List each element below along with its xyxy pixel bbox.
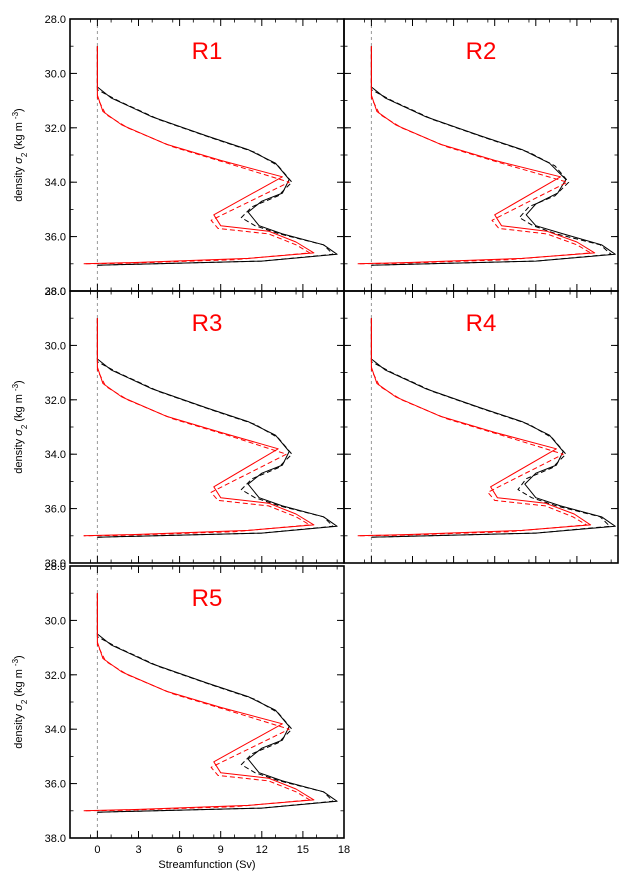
- x-tick-label: 3: [135, 844, 141, 856]
- panel-title: R2: [466, 38, 497, 65]
- y-axis-label: density σ2 (kg m -3): [11, 655, 29, 748]
- panel-r5: 28.0 30.0 32.0 34.0 36.0 38.0 0 3 6 9 12 15 18 R5 dens…: [11, 561, 351, 856]
- y-tick-label: 30.0: [45, 340, 66, 352]
- series-line-red-dashed: [83, 593, 311, 812]
- series-line-black-dashed: [370, 46, 612, 266]
- y-tick-label: 32.0: [45, 670, 66, 682]
- panel-title: R5: [192, 585, 223, 612]
- y-tick-label: 28.0: [45, 286, 66, 298]
- y-tick-label: 38.0: [45, 833, 66, 845]
- panel-title: R1: [192, 38, 223, 65]
- series-line-black-solid: [370, 46, 616, 266]
- y-tick-label: 36.0: [45, 232, 66, 244]
- y-tick-label: 32.0: [45, 123, 66, 135]
- y-tick-label: 34.0: [45, 449, 66, 461]
- y-tick-label: 30.0: [45, 68, 66, 80]
- x-tick-label: 6: [177, 844, 183, 856]
- y-tick-label: 30.0: [45, 615, 66, 627]
- panel-title: R3: [192, 310, 223, 337]
- y-tick-label: 32.0: [45, 395, 66, 407]
- y-tick-label: 38.0: [45, 286, 66, 298]
- series-line-black-dashed: [370, 318, 611, 538]
- series-line-red-solid: [357, 318, 592, 537]
- y-tick-label: 34.0: [45, 177, 66, 189]
- series-line-black-dashed: [96, 593, 334, 813]
- panel-title: R4: [466, 310, 497, 337]
- y-tick-label: 38.0: [45, 558, 66, 570]
- x-tick-label: 15: [297, 844, 309, 856]
- y-axis-label: density σ2 (kg m -3): [11, 380, 29, 473]
- y-tick-label: 36.0: [45, 504, 66, 516]
- panel-r3: 28.0 30.0 32.0 34.0 36.0 38.0 R3 density σ2 (kg…: [11, 286, 345, 570]
- x-axis-label: Streamfunction (Sv): [158, 859, 255, 871]
- series-line-black-solid: [96, 318, 338, 538]
- panel-r4: R4: [343, 290, 619, 564]
- y-tick-label: 36.0: [45, 779, 66, 791]
- series-line-red-dashed: [357, 46, 592, 265]
- x-tick-label: 0: [94, 844, 100, 856]
- y-tick-label: 28.0: [45, 14, 66, 26]
- series-line-red-dashed: [83, 318, 311, 537]
- x-tick-label: 9: [218, 844, 224, 856]
- x-tick-label: 18: [338, 844, 350, 856]
- y-tick-label: 34.0: [45, 724, 66, 736]
- panel-r1: 28.0 30.0 32.0 34.0 36.0 38.0 R1 density σ2 (kg…: [11, 14, 345, 298]
- y-tick-label: 28.0: [45, 561, 66, 573]
- y-axis-label: density σ2 (kg m -3): [11, 108, 29, 201]
- series-line-red-solid: [357, 46, 596, 265]
- panel-r2: R2: [343, 18, 619, 292]
- series-line-black-solid: [96, 593, 338, 813]
- series-line-black-solid: [96, 46, 338, 266]
- x-tick-label: 12: [256, 844, 268, 856]
- series-line-black-dashed: [96, 46, 334, 266]
- series-line-black-solid: [370, 318, 616, 538]
- series-line-black-dashed: [96, 318, 334, 538]
- series-line-red-dashed: [83, 46, 311, 265]
